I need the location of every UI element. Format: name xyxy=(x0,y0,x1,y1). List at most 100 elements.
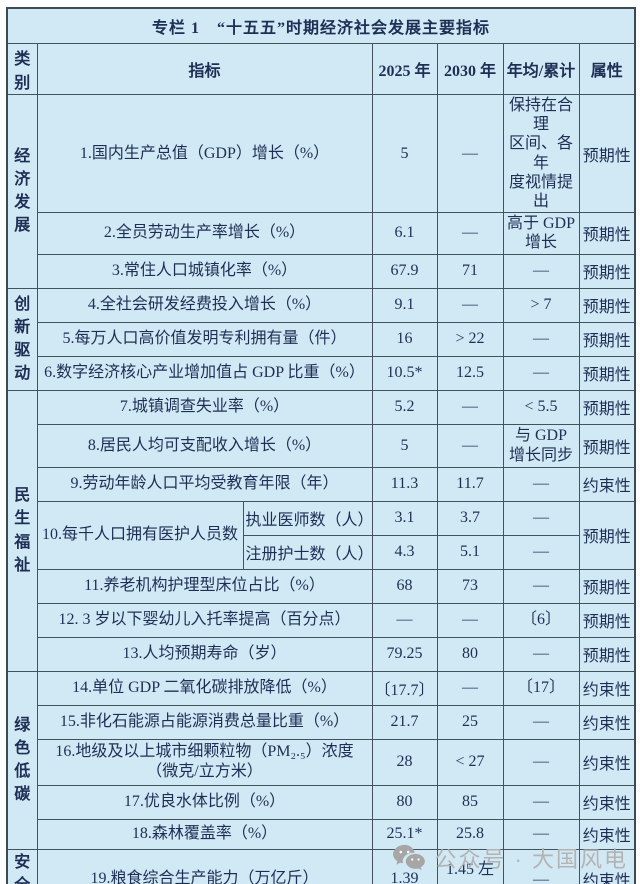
attr-cell: 约束性 xyxy=(578,818,636,850)
watermark: 公众号 · 大国风电 xyxy=(392,842,628,874)
value-2030: > 22 xyxy=(436,321,504,357)
indicator-cell: 12. 3 岁以下婴幼儿入托率提高（百分点） xyxy=(36,602,373,638)
attr-cell: 预期性 xyxy=(578,568,636,604)
indicator-cell: 10.每千人口拥有医护人员数 xyxy=(36,500,244,570)
attr-cell: 约束性 xyxy=(578,738,636,786)
table-row: 15.非化石能源占能源消费总量比重（%） 21.7 25 — 约束性 xyxy=(7,704,636,740)
category-cell: 经济发展 xyxy=(6,94,38,289)
attr-cell: 预期性 xyxy=(578,602,636,638)
table-row: 绿色低碳 14.单位 GDP 二氧化碳排放降低（%） 〔17.7〕 — 〔17〕… xyxy=(6,670,636,850)
attr-cell: 约束性 xyxy=(578,848,636,884)
value-2030: — xyxy=(436,423,504,468)
value-2025: 〔17.7〕 xyxy=(371,670,438,706)
title-row: 专栏 1 “十五五”时期经济社会发展主要指标 xyxy=(6,7,636,44)
table-row: 3.常住人口城镇化率（%） 67.9 71 — 预期性 xyxy=(7,253,636,289)
value-avg: 保持在合理 区间、各年 度视情提出 xyxy=(502,93,580,214)
value-2025: 5 xyxy=(371,423,438,468)
value-avg: — xyxy=(502,355,580,391)
table-row: 注册护士数（人） 4.3 5.1 — xyxy=(7,534,635,570)
table-row: 8.居民人均可支配收入增长（%） 5 — 与 GDP 增长同步 预期性 xyxy=(7,423,636,468)
table-row: 11.养老机构护理型床位占比（%） 68 73 — 预期性 xyxy=(7,568,636,604)
table-row: 经济发展 1.国内生产总值（GDP）增长（%） 5 — 保持在合理 区间、各年 … xyxy=(6,93,636,289)
category-cell: 民生福祉 xyxy=(6,389,38,672)
attr-cell: 预期性 xyxy=(578,636,636,672)
table-row: 13.人均预期寿命（岁） 79.25 80 — 预期性 xyxy=(7,636,636,672)
attr-cell: 约束性 xyxy=(578,784,636,820)
value-2030: — xyxy=(436,389,504,425)
attr-cell: 预期性 xyxy=(578,500,636,570)
value-2025: 1.39 xyxy=(371,848,438,884)
header-2025: 2025 年 xyxy=(371,43,438,95)
value-2025: 3.1 xyxy=(371,500,438,536)
indicator-cell: 18.森林覆盖率（%） xyxy=(36,818,373,850)
value-2025: 25.1* xyxy=(371,818,438,850)
header-attr: 属性 xyxy=(578,43,636,95)
table-row: 创新驱动 4.全社会研发经费投入增长（%） 9.1 — > 7 预期性 xyxy=(6,287,636,391)
value-avg: 高于 GDP 增长 xyxy=(502,212,580,255)
value-2030: 5.1 xyxy=(436,534,504,570)
header-indicator: 指标 xyxy=(36,43,373,95)
sub-indicator-cell: 执业医师数（人） xyxy=(242,500,373,536)
indicator-cell: 3.常住人口城镇化率（%） xyxy=(36,253,373,289)
indicators-table: 专栏 1 “十五五”时期经济社会发展主要指标 类别 指标 2025 年 2030… xyxy=(6,7,637,884)
value-2025: 67.9 xyxy=(371,253,438,289)
value-2030: 25 xyxy=(436,704,504,740)
indicator-cell: 9.劳动年龄人口平均受教育年限（年） xyxy=(36,466,373,502)
header-row: 类别 指标 2025 年 2030 年 年均/累计 属性 xyxy=(6,43,636,95)
indicator-cell: 4.全社会研发经费投入增长（%） xyxy=(36,287,373,323)
value-avg: 与 GDP 增长同步 xyxy=(502,423,580,468)
value-2025: 5 xyxy=(371,93,438,214)
attr-cell: 预期性 xyxy=(578,253,636,289)
value-avg: — xyxy=(502,321,580,357)
indicator-cell: 17.优良水体比例（%） xyxy=(36,784,373,820)
value-2030: 1.45 左右 xyxy=(436,848,504,884)
value-avg: — xyxy=(502,500,580,536)
value-2030: 25.8 xyxy=(436,818,504,850)
header-2030: 2030 年 xyxy=(436,43,504,95)
indicator-cell: 11.养老机构护理型床位占比（%） xyxy=(36,568,373,604)
category-cell: 绿色低碳 xyxy=(6,670,38,850)
indicator-cell: 1.国内生产总值（GDP）增长（%） xyxy=(36,93,373,214)
value-2025: 80 xyxy=(371,784,438,820)
table-row: 18.森林覆盖率（%） 25.1* 25.8 — 约束性 xyxy=(7,818,636,850)
attr-cell: 约束性 xyxy=(578,670,636,706)
category-cell: 安全保障 xyxy=(6,848,38,884)
value-2030: 3.7 xyxy=(436,500,504,536)
value-avg: > 7 xyxy=(502,287,580,323)
value-avg: 〔17〕 xyxy=(502,670,580,706)
value-avg: — xyxy=(502,534,580,570)
value-2025: 4.3 xyxy=(371,534,438,570)
indicator-cell: 19.粮食综合生产能力（万亿斤） xyxy=(36,848,373,884)
value-2030: < 27 xyxy=(436,738,504,786)
wechat-icon xyxy=(393,844,426,871)
header-category: 类别 xyxy=(6,43,38,95)
value-2025: 16 xyxy=(371,321,438,357)
indicator-cell: 2.全员劳动生产率增长（%） xyxy=(36,212,373,255)
value-avg: < 5.5 xyxy=(502,389,580,425)
value-2030: — xyxy=(436,602,504,638)
sub-indicator-cell: 注册护士数（人） xyxy=(242,534,373,570)
attr-cell: 预期性 xyxy=(578,287,636,323)
table-row: 5.每万人口高价值发明专利拥有量（件） 16 > 22 — 预期性 xyxy=(7,321,636,357)
watermark-text: 公众号 · 大国风电 xyxy=(434,847,628,872)
value-2025: 21.7 xyxy=(371,704,438,740)
table-row: 9.劳动年龄人口平均受教育年限（年） 11.3 11.7 — 约束性 xyxy=(7,466,636,502)
attr-cell: 预期性 xyxy=(578,321,636,357)
attr-cell: 预期性 xyxy=(578,355,636,391)
table-row: 安全保障 19.粮食综合生产能力（万亿斤） 1.39 1.45 左右 — 约束性 xyxy=(6,848,636,884)
header-avg: 年均/累计 xyxy=(502,43,580,95)
table-row: 2.全员劳动生产率增长（%） 6.1 — 高于 GDP 增长 预期性 xyxy=(7,212,636,255)
table-row: 民生福祉 7.城镇调查失业率（%） 5.2 — < 5.5 预期性 xyxy=(6,389,636,672)
value-2030: 11.7 xyxy=(436,466,504,502)
value-avg: — xyxy=(502,568,580,604)
indicator-cell: 16.地级及以上城市细颗粒物（PM₂.₅）浓度（微克/立方米） xyxy=(36,738,373,786)
attr-cell: 预期性 xyxy=(578,389,636,425)
table-title: 专栏 1 “十五五”时期经济社会发展主要指标 xyxy=(6,7,636,44)
value-2025: 11.3 xyxy=(371,466,438,502)
value-2025: 9.1 xyxy=(371,287,438,323)
value-2025: 5.2 xyxy=(371,389,438,425)
table-row: 6.数字经济核心产业增加值占 GDP 比重（%） 10.5* 12.5 — 预期… xyxy=(7,355,636,391)
value-2030: — xyxy=(436,212,504,255)
